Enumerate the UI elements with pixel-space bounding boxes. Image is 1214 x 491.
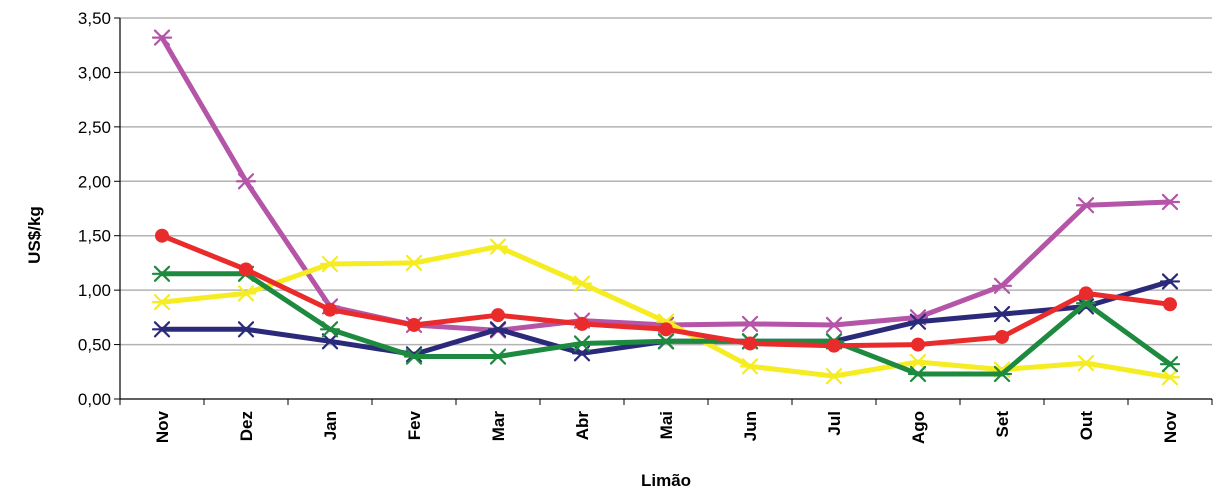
data-point <box>151 29 173 46</box>
x-tick-label: Jan <box>321 411 340 440</box>
data-point <box>323 302 337 317</box>
x-tick-label: Dez <box>237 411 256 441</box>
data-point <box>907 313 929 330</box>
data-point <box>1163 297 1177 312</box>
data-point <box>823 316 845 334</box>
x-tick-label: Ago <box>909 411 928 444</box>
data-point <box>235 173 257 190</box>
series-line <box>159 35 1173 333</box>
data-point <box>1075 197 1097 214</box>
x-tick-label: Out <box>1077 411 1096 441</box>
data-point <box>907 353 929 371</box>
series-5 <box>155 228 1177 353</box>
y-axis-title: US$/kg <box>25 206 44 264</box>
data-point <box>319 321 341 338</box>
x-tick-label: Mar <box>489 411 508 442</box>
x-axis-tick-labels: Nov Dez Jan Fev Mar Abr Mai Jun Jul Ago Set Out Nov <box>153 410 1180 444</box>
data-point <box>151 293 173 311</box>
data-point <box>1159 193 1181 211</box>
data-point <box>487 348 509 365</box>
x-tick-label: Abr <box>573 411 592 441</box>
data-point <box>151 321 173 338</box>
data-point <box>823 368 845 385</box>
x-tick-label: Mai <box>657 411 676 439</box>
data-point <box>659 322 673 337</box>
x-tick-label: Nov <box>153 410 172 443</box>
data-point <box>1079 286 1093 301</box>
x-tick-label: Nov <box>1161 410 1180 443</box>
data-point <box>995 329 1009 344</box>
x-axis-title: Limão <box>641 471 691 490</box>
data-point <box>151 265 173 282</box>
y-tick-label: 3,50 <box>78 9 111 28</box>
data-point <box>571 335 593 352</box>
data-point <box>743 336 757 351</box>
y-tick-label: 3,00 <box>78 63 111 82</box>
data-point <box>319 255 341 273</box>
data-point <box>487 321 509 338</box>
data-point <box>827 338 841 353</box>
y-tick-label: 2,00 <box>78 172 111 191</box>
y-tick-label: 1,00 <box>78 281 111 300</box>
y-axis-tick-labels: 0,00 0,50 1,00 1,50 2,00 2,50 3,00 3,50 <box>78 9 111 409</box>
data-point <box>575 316 589 331</box>
data-point <box>235 285 257 302</box>
data-point <box>487 238 509 255</box>
data-point <box>991 277 1013 294</box>
data-point <box>655 333 677 350</box>
data-point <box>1159 356 1181 373</box>
data-point <box>911 337 925 352</box>
data-point <box>991 305 1013 323</box>
data-point <box>1159 273 1181 290</box>
series-2 <box>151 273 1181 363</box>
data-point <box>407 317 421 332</box>
x-tick-label: Set <box>993 411 1012 438</box>
y-tick-label: 2,50 <box>78 118 111 137</box>
series-1 <box>151 29 1181 339</box>
data-point <box>235 321 257 338</box>
data-point <box>403 348 425 365</box>
data-point <box>155 228 169 243</box>
series-lines <box>151 29 1181 386</box>
x-tick-label: Jul <box>825 411 844 436</box>
data-point <box>571 275 593 292</box>
data-point <box>239 262 253 277</box>
data-point <box>991 365 1013 383</box>
gridlines <box>120 17 1212 346</box>
data-point <box>1075 354 1097 372</box>
axes <box>114 17 1213 405</box>
series-3 <box>151 238 1181 386</box>
data-point <box>739 315 761 333</box>
data-point <box>1159 369 1181 386</box>
data-point <box>403 254 425 272</box>
y-tick-label: 0,00 <box>78 390 111 409</box>
x-tick-label: Jun <box>741 411 760 441</box>
y-tick-label: 1,50 <box>78 227 111 246</box>
data-point <box>907 365 929 383</box>
data-point <box>491 308 505 323</box>
x-tick-label: Fev <box>405 410 424 440</box>
data-point <box>739 358 761 375</box>
y-tick-label: 0,50 <box>78 336 111 355</box>
data-point <box>319 333 341 350</box>
